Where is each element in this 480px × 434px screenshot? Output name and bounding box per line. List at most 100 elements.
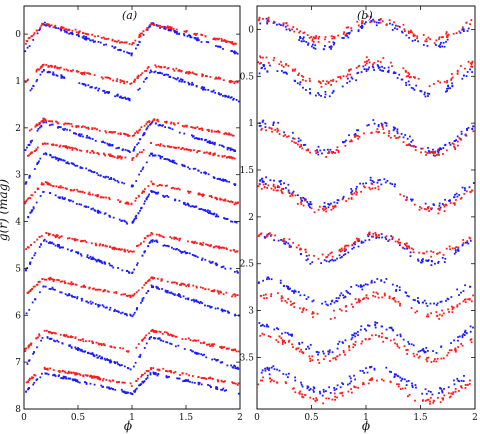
- g-band-point: [203, 353, 205, 356]
- g-band-point: [102, 175, 105, 178]
- g-band-point: [377, 65, 380, 68]
- g-band-point: [285, 373, 288, 376]
- g-band-point: [348, 134, 350, 137]
- r-band-point: [103, 153, 106, 156]
- r-band-point: [327, 81, 330, 83]
- g-band-point: [76, 379, 79, 382]
- r-band-point: [314, 150, 317, 152]
- g-band-point: [454, 249, 457, 251]
- g-band-point: [197, 169, 200, 172]
- g-band-point: [222, 178, 225, 181]
- g-band-point: [324, 205, 327, 208]
- g-band-point: [312, 389, 315, 391]
- r-band-point: [122, 293, 125, 296]
- r-band-point: [226, 156, 228, 159]
- g-band-point: [398, 286, 401, 289]
- r-band-point: [350, 139, 353, 142]
- g-band-point: [215, 386, 218, 388]
- r-band-point: [449, 248, 452, 251]
- r-band-point: [46, 183, 49, 186]
- g-band-point: [469, 239, 472, 242]
- r-band-point: [154, 64, 157, 67]
- g-band-point: [60, 74, 63, 77]
- g-band-point: [233, 50, 236, 53]
- r-band-point: [175, 28, 178, 31]
- r-band-point: [70, 283, 73, 286]
- g-band-point: [169, 75, 171, 78]
- r-band-point: [57, 279, 60, 282]
- g-band-point: [192, 83, 194, 86]
- g-band-point: [122, 96, 125, 99]
- g-band-point: [146, 127, 149, 130]
- g-band-point: [132, 184, 134, 187]
- r-band-point: [414, 34, 416, 37]
- r-band-point: [162, 236, 165, 239]
- r-band-point: [216, 130, 219, 133]
- r-band-point: [71, 29, 74, 32]
- g-band-point: [273, 368, 276, 371]
- r-band-point: [104, 289, 107, 292]
- g-band-point: [357, 334, 359, 337]
- g-band-point: [216, 386, 218, 389]
- panel-b-x-axis-label: ϕ: [362, 419, 370, 433]
- r-band-point: [311, 39, 314, 42]
- g-band-point: [367, 124, 370, 126]
- g-band-point: [103, 141, 106, 144]
- g-band-point: [206, 211, 209, 214]
- g-band-point: [466, 127, 468, 130]
- g-band-point: [321, 394, 324, 397]
- g-band-point: [117, 181, 120, 184]
- g-band-point: [448, 199, 450, 202]
- g-band-point: [458, 335, 461, 338]
- r-band-point: [425, 208, 428, 211]
- g-band-point: [266, 368, 269, 370]
- g-band-point: [461, 77, 464, 80]
- g-band-point: [139, 383, 142, 386]
- g-band-point: [405, 380, 408, 383]
- r-band-point: [25, 248, 28, 250]
- g-band-point: [198, 302, 201, 305]
- r-band-point: [361, 340, 364, 343]
- g-band-point: [368, 324, 371, 327]
- g-band-point: [355, 79, 358, 82]
- r-band-point: [334, 357, 337, 359]
- g-band-point: [74, 164, 77, 167]
- g-band-point: [116, 179, 119, 182]
- r-band-point: [30, 128, 33, 131]
- r-band-point: [438, 317, 441, 320]
- r-band-point: [457, 246, 460, 249]
- r-band-point: [298, 307, 301, 310]
- r-band-point: [199, 286, 202, 289]
- g-band-point: [86, 134, 89, 137]
- r-band-point: [454, 390, 457, 393]
- g-band-point: [188, 252, 191, 255]
- panel-a-points: [24, 21, 240, 396]
- r-band-point: [276, 381, 278, 384]
- r-band-point: [223, 380, 226, 383]
- r-band-point: [302, 308, 305, 310]
- g-band-point: [291, 290, 294, 293]
- g-band-point: [189, 34, 192, 37]
- g-band-point: [145, 76, 148, 79]
- g-band-point: [293, 289, 296, 292]
- r-band-point: [330, 79, 332, 82]
- r-band-point: [49, 276, 52, 279]
- g-band-point: [84, 83, 87, 86]
- r-band-point: [261, 332, 264, 335]
- g-band-point: [89, 255, 92, 258]
- r-band-point: [102, 77, 104, 80]
- g-band-point: [57, 375, 60, 378]
- r-band-point: [183, 30, 186, 33]
- g-band-point: [205, 356, 208, 359]
- r-band-point: [308, 36, 311, 39]
- r-band-point: [139, 32, 142, 35]
- r-band-point: [50, 64, 52, 67]
- g-band-point: [142, 296, 145, 299]
- g-band-point: [149, 373, 152, 376]
- g-band-point: [161, 288, 163, 290]
- r-band-point: [43, 366, 46, 369]
- r-band-point: [121, 248, 123, 251]
- g-band-point: [67, 377, 70, 380]
- r-band-point: [429, 402, 431, 405]
- g-band-point: [59, 246, 62, 249]
